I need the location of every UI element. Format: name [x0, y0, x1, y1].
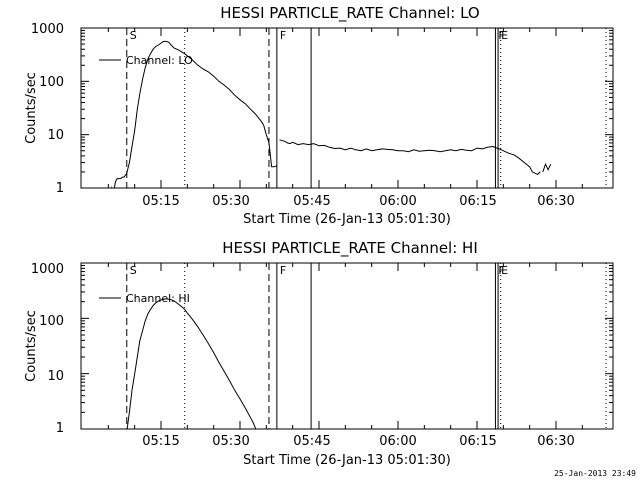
hi-xtick-label-0630: 06:30	[537, 434, 574, 449]
lo-x-axis-label: Start Time (26-Jan-13 05:01:30)	[243, 212, 451, 227]
hi-chart-title: HESSI PARTICLE_RATE Channel: HI	[222, 239, 478, 258]
lo-xtick-label-0515: 05:15	[142, 194, 179, 209]
generation-timestamp: 25-Jan-2013 23:49	[554, 469, 636, 478]
lo-channel-panel: HESSI PARTICLE_RATE Channel: LO S F FE 100…	[24, 4, 614, 227]
lo-ytick-label-10: 10	[47, 128, 64, 143]
hi-ytick-label-100: 100	[39, 314, 64, 329]
lo-plot-frame	[80, 27, 614, 189]
hi-series	[126, 298, 257, 429]
lo-marker-label-f-3: F	[280, 29, 286, 42]
lo-xtick-label-0530: 05:30	[212, 194, 249, 209]
hi-plot-frame	[80, 262, 614, 430]
hi-marker-label-f-3: F	[280, 264, 286, 277]
lo-marker-label-e-6: E	[501, 29, 508, 42]
lo-xtick-label-0545: 05:45	[293, 194, 330, 209]
hi-ytick-label-1: 1	[56, 421, 64, 436]
hi-marker-label-f-5: F	[498, 264, 504, 277]
hi-marker-labels: S F FE	[130, 264, 508, 277]
lo-series	[89, 40, 552, 188]
lo-series-line-segment-1	[279, 139, 541, 175]
lo-xtick-label-0600: 06:00	[379, 194, 416, 209]
hi-channel-panel: HESSI PARTICLE_RATE Channel: HI S F FE 100…	[24, 239, 614, 468]
hi-xtick-label-0615: 06:15	[459, 434, 496, 449]
hi-y-axis-label: Counts/sec	[24, 310, 39, 382]
lo-axis-ticks	[81, 27, 613, 189]
hi-series-line-segment-0	[126, 298, 257, 429]
lo-xtick-label-0630: 06:30	[537, 194, 574, 209]
lo-y-axis-label: Counts/sec	[24, 72, 39, 144]
lo-chart-title: HESSI PARTICLE_RATE Channel: LO	[220, 4, 479, 23]
hi-ytick-label-1000: 1000	[31, 262, 64, 277]
lo-marker-labels: S F FE	[130, 29, 508, 42]
lo-xtick-label-0615: 06:15	[459, 194, 496, 209]
hi-xtick-label-0515: 05:15	[142, 434, 179, 449]
hi-legend-label: Channel: HI	[126, 292, 190, 305]
lo-marker-label-s-0: S	[130, 29, 137, 42]
lo-ytick-label-100: 100	[39, 75, 64, 90]
hi-event-markers	[126, 263, 607, 429]
lo-series-line-segment-0	[89, 40, 278, 188]
lo-marker-label-f-5: F	[498, 29, 504, 42]
lo-event-markers	[126, 28, 607, 188]
hi-xtick-label-0530: 05:30	[212, 434, 249, 449]
lo-legend-label: Channel: LO	[126, 54, 193, 67]
lo-series-line-segment-2	[542, 162, 552, 173]
lo-ytick-label-1: 1	[56, 181, 64, 196]
hi-marker-label-e-6: E	[501, 264, 508, 277]
hi-axis-ticks	[81, 262, 613, 430]
hi-x-axis-label: Start Time (26-Jan-13 05:01:30)	[243, 453, 451, 468]
hi-marker-label-s-0: S	[130, 264, 137, 277]
hi-xtick-label-0600: 06:00	[379, 434, 416, 449]
lo-ytick-label-1000: 1000	[31, 22, 64, 37]
hi-xtick-label-0545: 05:45	[293, 434, 330, 449]
hi-ytick-label-10: 10	[47, 369, 64, 384]
